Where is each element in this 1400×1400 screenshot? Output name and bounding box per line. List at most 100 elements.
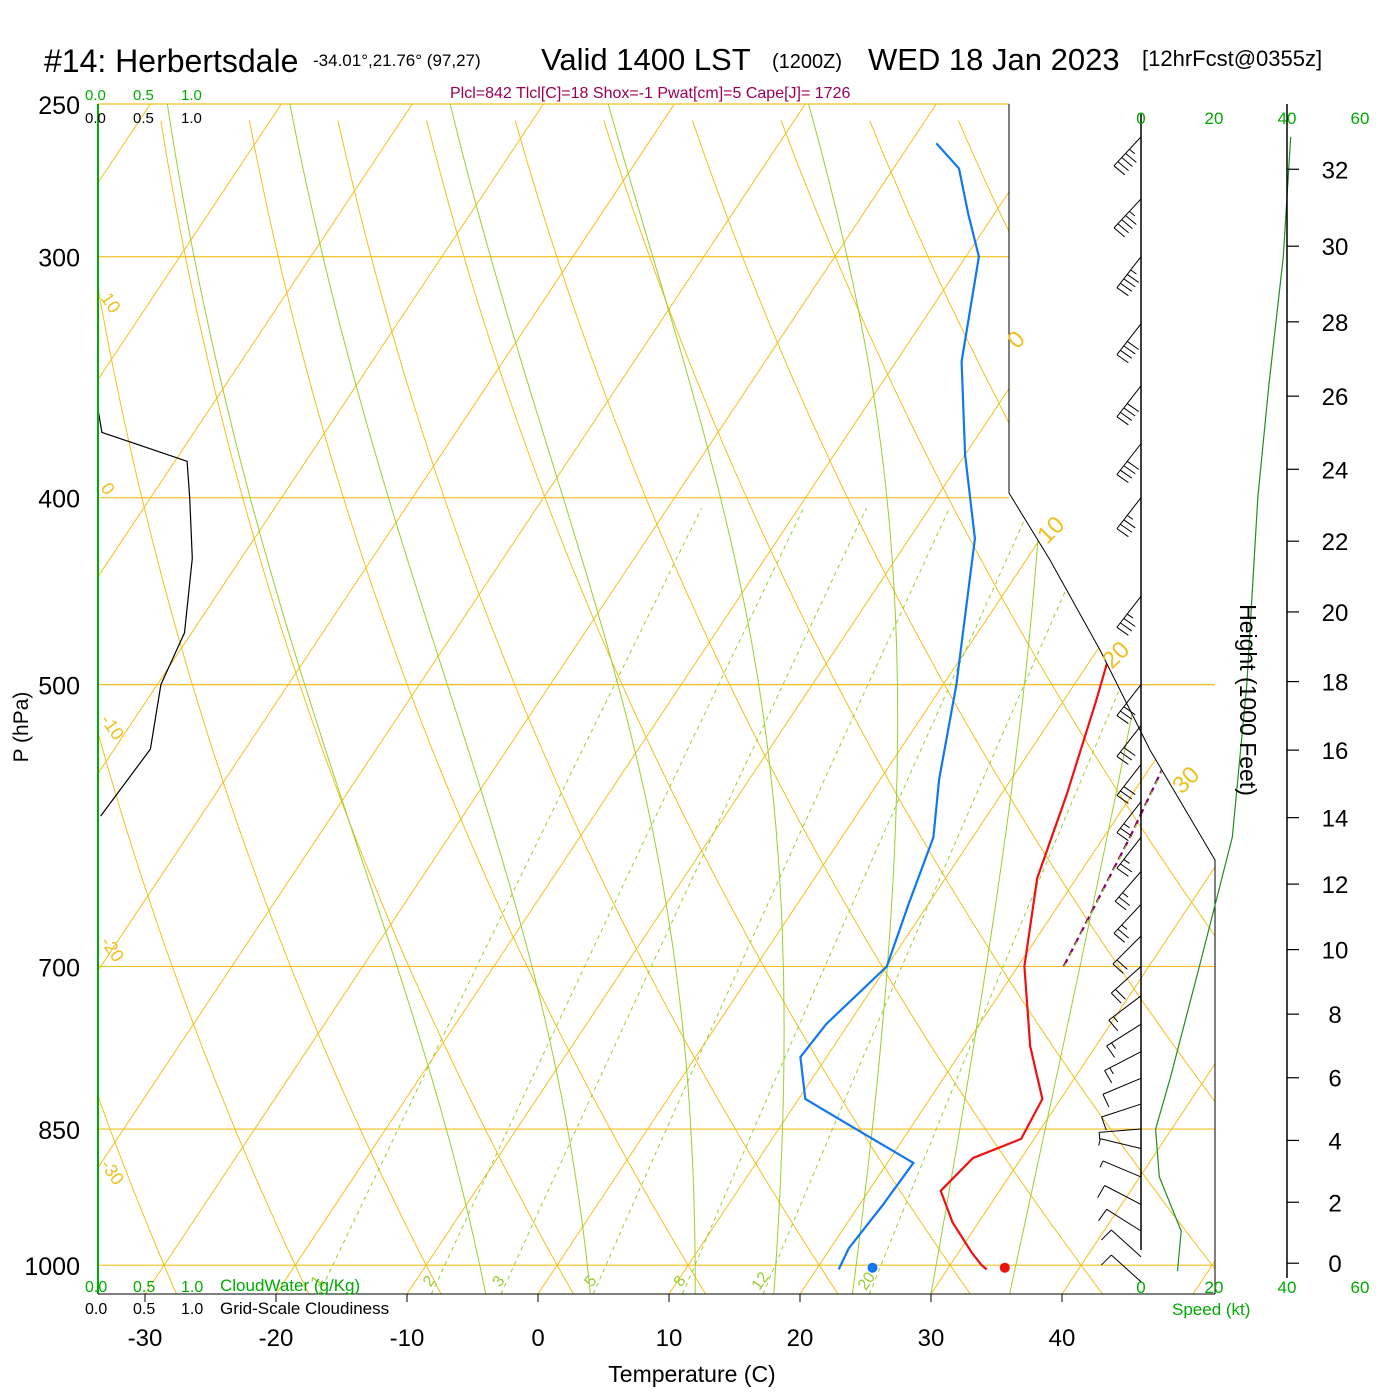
bottom-cloudwater-0: 0.0	[85, 1279, 107, 1296]
wind-barb-flag	[1117, 223, 1129, 234]
dry-adiabat	[160, 120, 574, 1294]
wind-barb	[1114, 871, 1142, 911]
wind-speed-title: Speed (kt)	[1172, 1300, 1250, 1319]
wind-barb	[1116, 725, 1142, 765]
cloud-scale-top: 0.0 0.5 1.0 0.0 0.5 1.0	[85, 87, 202, 127]
parcel-line	[1062, 152, 1215, 967]
temp-tick-label-30: 30	[918, 1325, 945, 1352]
wind-barb	[1116, 323, 1142, 364]
wind-barb	[1101, 1254, 1142, 1283]
wind-barb-staff	[1104, 1051, 1142, 1072]
temp-label-right-30: 30	[1167, 761, 1205, 799]
temp-tick-label--20: -20	[259, 1325, 294, 1352]
wind-barb-flag	[1097, 1185, 1106, 1198]
dry-adiabat	[869, 120, 1215, 1294]
wind-barb-flag	[1120, 349, 1133, 359]
wind-barb-staff	[1116, 385, 1142, 418]
dewpoint-line	[799, 142, 981, 1270]
wind-barb-flag	[1126, 403, 1139, 412]
mixing-ratio-label-20: 20	[855, 1269, 879, 1293]
dry-adiabat	[1046, 120, 1215, 1294]
isotherm	[1324, 104, 1400, 1294]
wind-barb-flag	[1116, 287, 1129, 297]
forecast-info: [12hrFcst@0355z]	[1142, 46, 1322, 71]
bottom-cloudwater-1: 1.0	[181, 1279, 203, 1296]
wind-barb-flag	[1123, 618, 1136, 627]
height-axis-title: Height (1000 Feet)	[1235, 604, 1261, 796]
pressure-tick-500: 500	[38, 673, 80, 701]
wind-barb-flag	[1106, 1045, 1116, 1058]
wind-barb-flag	[1104, 1070, 1113, 1083]
wind-barb-half-flag	[1098, 1138, 1101, 1146]
wind-barb-staff	[1116, 256, 1142, 288]
wind-speed-tick-bottom-20: 20	[1205, 1278, 1224, 1297]
height-tick-label-22: 22	[1322, 529, 1349, 556]
wind-barb-flag	[1113, 932, 1126, 943]
wind-barb	[1098, 1128, 1142, 1140]
wind-barb-flag	[1116, 354, 1129, 364]
wind-barb-flag	[1116, 794, 1129, 804]
mixing-ratio-line-3	[500, 507, 867, 1294]
isotherm-label-10: 10	[97, 289, 125, 317]
station-title: #14: Herbertsdale	[44, 43, 298, 79]
wind-barb-flag	[1120, 523, 1133, 533]
dry-adiabat	[692, 120, 1215, 1294]
dry-adiabat	[337, 120, 839, 1294]
wind-barb-staff	[1106, 1023, 1142, 1047]
wind-barb	[1116, 837, 1142, 877]
height-tick-label-26: 26	[1322, 384, 1349, 411]
wind-barb	[1110, 966, 1142, 1004]
mixing-ratio-line-5	[592, 507, 950, 1294]
isotherm	[98, 104, 413, 1294]
wind-barb-flag	[1116, 474, 1129, 484]
wind-barb-flag	[1121, 157, 1133, 167]
wind-barb-half-flag	[1122, 892, 1129, 898]
height-tick-label-4: 4	[1328, 1128, 1341, 1155]
stability-indices: Plcl=842 Tlcl[C]=18 Shox=-1 Pwat[cm]=5 C…	[450, 85, 850, 102]
dry-adiabat	[248, 120, 707, 1294]
pressure-tick-850: 850	[38, 1117, 80, 1145]
temp-label-right-20: 20	[1097, 636, 1135, 674]
dry-adiabat	[1135, 120, 1215, 1294]
mixing-ratio-line-1	[318, 507, 703, 1294]
mixing-ratio-line-12	[762, 507, 1103, 1294]
wind-barb-flag	[1121, 219, 1133, 229]
sounding-series	[799, 142, 1215, 1273]
wind-barb	[1106, 1023, 1142, 1058]
isotherm-label--30: -30	[97, 1156, 128, 1189]
isotherm	[98, 104, 806, 1294]
wind-barb-half-flag	[1126, 613, 1134, 619]
wind-barb-half-flag	[1129, 148, 1136, 155]
wind-barb-flag	[1108, 1019, 1119, 1032]
isotherm	[668, 104, 1215, 1294]
wind-barb	[1116, 385, 1142, 426]
wind-barb	[1101, 1103, 1142, 1131]
isotherm-label--10: -10	[97, 711, 128, 744]
wind-barb	[1116, 443, 1142, 484]
isotherm	[930, 104, 1215, 1294]
height-tick-label-12: 12	[1322, 872, 1349, 899]
wind-barb-staff	[1112, 935, 1142, 965]
wind-barb-staff	[1116, 684, 1142, 716]
wind-barb-staff	[1102, 1077, 1142, 1095]
wind-barb-half-flag	[1123, 823, 1130, 829]
wind-barb-flag	[1116, 416, 1129, 426]
wind-barb-staff	[1108, 995, 1142, 1021]
isotherm	[1061, 104, 1215, 1294]
wind-barb-flag	[1101, 1229, 1112, 1241]
wind-barb	[1116, 764, 1142, 804]
wind-barb-flag	[1120, 282, 1133, 292]
isotherm	[98, 104, 675, 1294]
top-cloudwater-0: 0.0	[85, 87, 106, 104]
wind-barb-flag	[1116, 626, 1129, 636]
wind-speed-tick-top-20: 20	[1205, 109, 1224, 128]
wind-barb-half-flag	[1130, 269, 1137, 275]
wind-barb-half-flag	[1111, 1042, 1116, 1049]
wind-barb-flag	[1123, 519, 1136, 529]
wind-barb-staff	[1113, 136, 1142, 167]
wind-barb-flag	[1126, 273, 1139, 283]
wind-barb	[1113, 198, 1142, 238]
surface-temperature	[999, 1262, 1010, 1273]
